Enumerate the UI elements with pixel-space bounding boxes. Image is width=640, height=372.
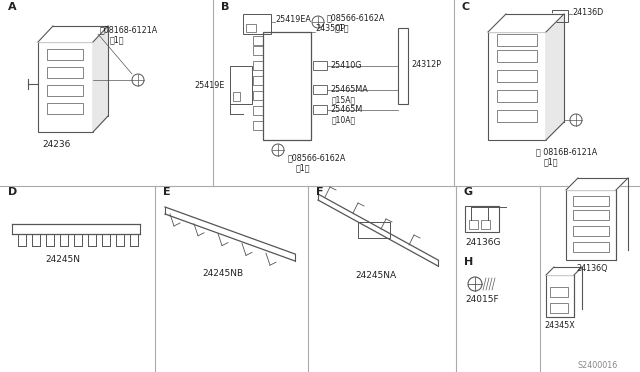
- Bar: [497, 34, 537, 46]
- Text: 25419E: 25419E: [195, 80, 225, 90]
- Bar: [233, 92, 240, 101]
- Text: 傅08168-6121A: 傅08168-6121A: [100, 26, 158, 35]
- Bar: [253, 91, 263, 100]
- Bar: [481, 220, 490, 229]
- Text: 24245NB: 24245NB: [202, 269, 243, 279]
- Bar: [313, 85, 327, 94]
- Bar: [497, 90, 537, 102]
- Text: H: H: [464, 257, 473, 267]
- Bar: [550, 303, 568, 313]
- Bar: [488, 32, 546, 140]
- Text: C: C: [462, 2, 470, 12]
- Polygon shape: [38, 26, 108, 42]
- Text: 24015F: 24015F: [465, 295, 499, 305]
- Text: （1）: （1）: [544, 157, 559, 167]
- Bar: [573, 196, 609, 206]
- Text: （15A）: （15A）: [332, 96, 356, 105]
- Bar: [47, 85, 83, 96]
- Bar: [313, 61, 327, 70]
- Text: D: D: [8, 187, 17, 197]
- Text: 25465M: 25465M: [330, 105, 362, 113]
- Text: 傅08566-6162A: 傅08566-6162A: [327, 13, 385, 22]
- Polygon shape: [93, 26, 108, 132]
- Bar: [47, 103, 83, 114]
- Text: （1）: （1）: [110, 35, 125, 45]
- Text: 24236: 24236: [42, 140, 70, 148]
- Text: 傅 0816B-6121A: 傅 0816B-6121A: [536, 148, 597, 157]
- Bar: [497, 110, 537, 122]
- Bar: [566, 190, 616, 260]
- Bar: [253, 106, 263, 115]
- Text: 24312P: 24312P: [411, 60, 441, 68]
- Bar: [253, 61, 263, 70]
- Bar: [550, 287, 568, 297]
- Bar: [546, 275, 574, 317]
- Bar: [246, 24, 256, 32]
- Bar: [230, 66, 252, 104]
- Text: A: A: [8, 2, 17, 12]
- Bar: [497, 70, 537, 82]
- Bar: [469, 220, 478, 229]
- Bar: [465, 206, 499, 232]
- Text: 25465MA: 25465MA: [330, 84, 368, 93]
- Text: （1）: （1）: [335, 23, 349, 32]
- Bar: [253, 76, 263, 85]
- Bar: [263, 32, 311, 140]
- Bar: [47, 67, 83, 78]
- Bar: [398, 28, 408, 104]
- Text: 25419EA: 25419EA: [275, 15, 311, 23]
- Text: F: F: [316, 187, 323, 197]
- Text: 24350P: 24350P: [315, 23, 345, 32]
- Text: G: G: [464, 187, 473, 197]
- Bar: [38, 42, 93, 132]
- Text: 24245NA: 24245NA: [355, 272, 396, 280]
- Bar: [47, 49, 83, 60]
- Text: E: E: [163, 187, 171, 197]
- Bar: [358, 222, 390, 238]
- Bar: [552, 10, 568, 22]
- Bar: [253, 121, 263, 130]
- Text: 24136G: 24136G: [465, 237, 500, 247]
- Text: 25410G: 25410G: [330, 61, 362, 70]
- Polygon shape: [546, 267, 582, 275]
- Bar: [253, 36, 263, 45]
- Text: （1）: （1）: [296, 164, 310, 173]
- Polygon shape: [566, 178, 628, 190]
- Bar: [253, 46, 263, 55]
- Text: S2400016: S2400016: [578, 362, 618, 371]
- Text: 24136Q: 24136Q: [576, 263, 607, 273]
- Text: 24345X: 24345X: [544, 321, 575, 330]
- Bar: [243, 14, 271, 34]
- Bar: [497, 50, 537, 62]
- Text: B: B: [221, 2, 229, 12]
- Polygon shape: [488, 14, 564, 32]
- Bar: [573, 242, 609, 252]
- Bar: [573, 210, 609, 220]
- Text: 24245N: 24245N: [45, 256, 80, 264]
- Text: 傅08566-6162A: 傅08566-6162A: [288, 154, 346, 163]
- Bar: [313, 105, 327, 114]
- Bar: [573, 226, 609, 236]
- Text: （10A）: （10A）: [332, 115, 356, 125]
- Text: 24136D: 24136D: [572, 7, 604, 16]
- Polygon shape: [546, 14, 564, 140]
